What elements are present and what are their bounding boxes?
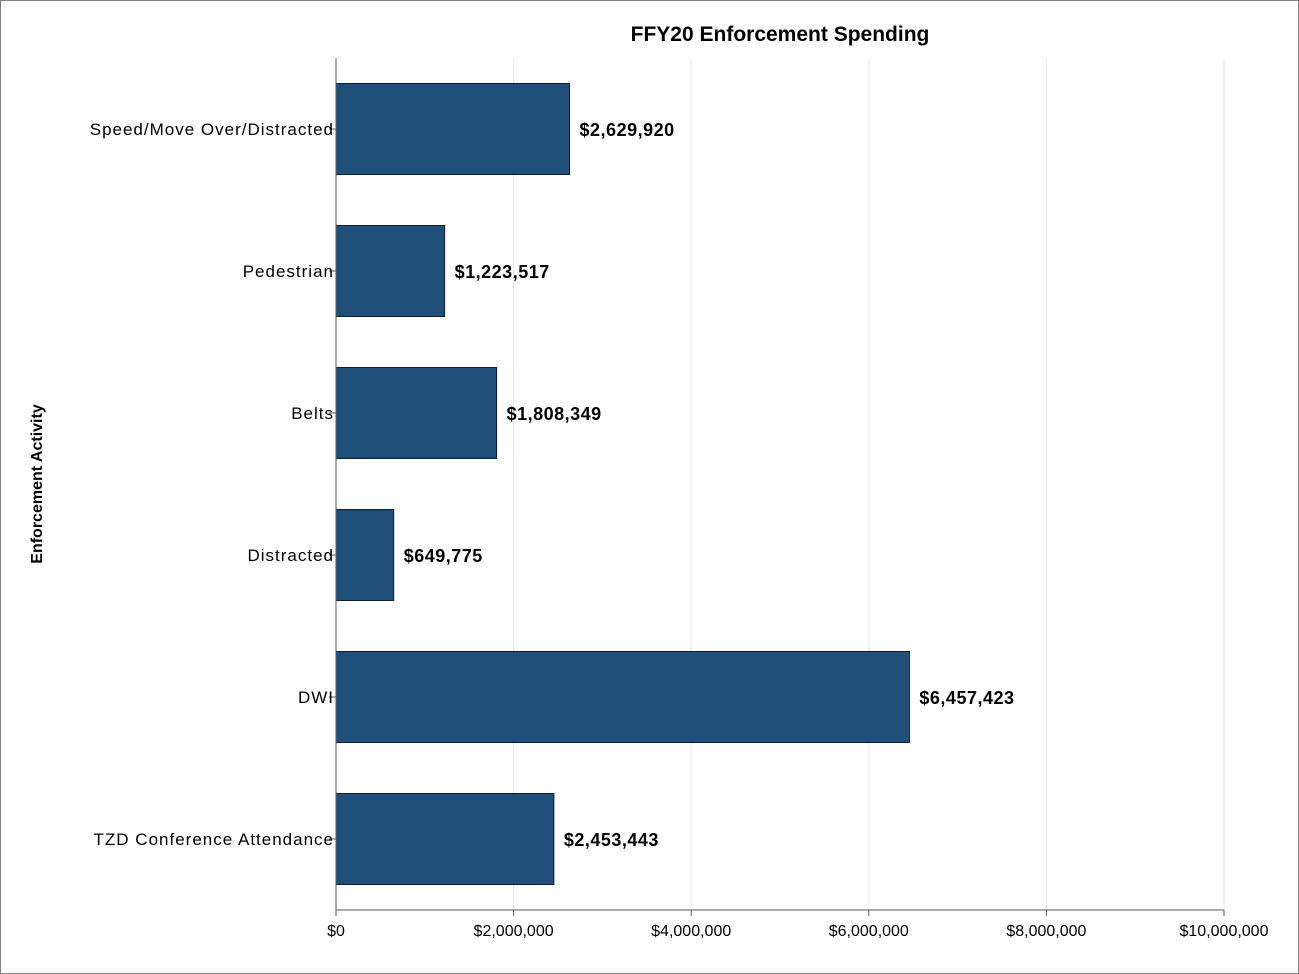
data-label: $2,453,443 bbox=[564, 830, 659, 850]
data-label: $2,629,920 bbox=[580, 120, 675, 140]
chart-title: FFY20 Enforcement Spending bbox=[631, 23, 930, 46]
data-label: $6,457,423 bbox=[919, 688, 1014, 708]
category-label: Speed/Move Over/Distracted bbox=[90, 120, 334, 139]
category-label: Distracted bbox=[247, 546, 334, 565]
bar bbox=[335, 651, 910, 743]
x-tick-label: $4,000,000 bbox=[651, 923, 731, 940]
labels: $0 $2,000,000 $4,000,000 $6,000,000 $8,000,0… bbox=[90, 120, 1269, 940]
category-label: TZD Conference Attendance bbox=[94, 830, 334, 849]
x-tick-label: $8,000,000 bbox=[1006, 923, 1086, 940]
category-label: DWI bbox=[298, 688, 334, 707]
data-label: $1,223,517 bbox=[455, 262, 550, 282]
category-label: Belts bbox=[291, 404, 334, 423]
gridlines bbox=[513, 58, 1225, 910]
bar bbox=[335, 509, 395, 601]
bar bbox=[335, 225, 446, 317]
x-tick-label: $6,000,000 bbox=[829, 923, 909, 940]
bars bbox=[335, 83, 910, 885]
bar bbox=[335, 367, 498, 459]
bar bbox=[335, 83, 571, 175]
axes bbox=[329, 58, 1225, 916]
x-tick-label: $0 bbox=[327, 923, 345, 940]
x-tick-label: $10,000,000 bbox=[1180, 923, 1269, 940]
data-label: $1,808,349 bbox=[507, 404, 602, 424]
y-axis-title: Enforcement Activity bbox=[29, 404, 46, 564]
x-tick-label: $2,000,000 bbox=[474, 923, 554, 940]
category-label: Pedestrian bbox=[243, 262, 334, 281]
bar bbox=[335, 793, 555, 885]
data-label: $649,775 bbox=[404, 546, 483, 566]
